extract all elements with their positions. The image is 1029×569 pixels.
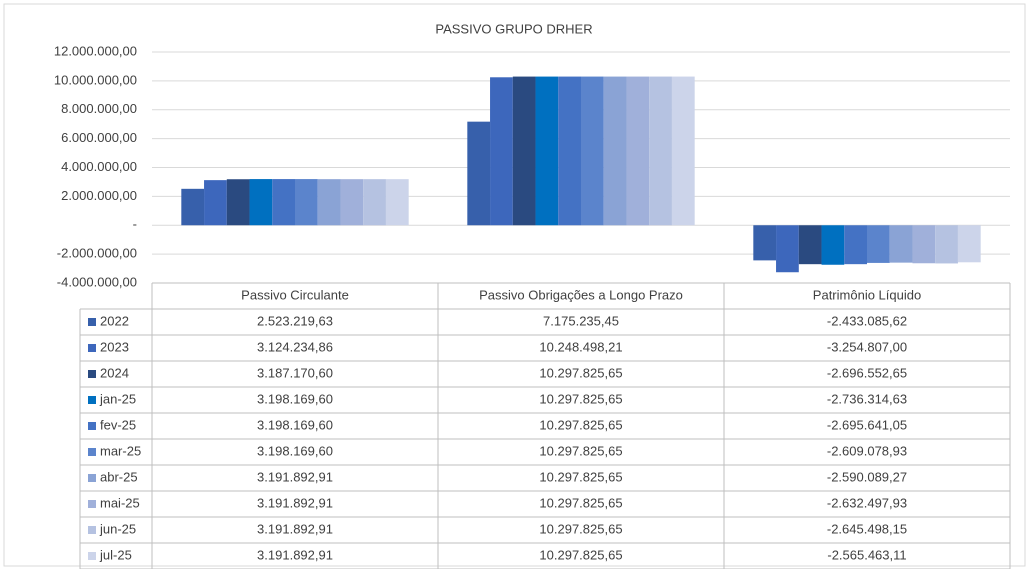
legend-label: abr-25 <box>100 469 138 484</box>
table-value: -2.696.552,65 <box>827 365 907 380</box>
legend-label: 2022 <box>100 313 129 328</box>
bar <box>467 121 491 226</box>
bar <box>626 76 650 226</box>
legend-swatch <box>88 318 96 326</box>
table-value: 3.191.892,91 <box>257 495 333 510</box>
table-value: 3.191.892,91 <box>257 521 333 536</box>
bar <box>912 225 936 264</box>
legend-label: jan-25 <box>99 391 136 406</box>
table-value: 10.297.825,65 <box>539 521 622 536</box>
bar <box>558 76 581 226</box>
bar <box>204 180 227 226</box>
table-value: -2.433.085,62 <box>827 313 907 328</box>
table-value: -2.590.089,27 <box>827 469 907 484</box>
legend-label: 2024 <box>100 365 129 380</box>
y-tick-label: 2.000.000,00 <box>61 188 137 203</box>
table-value: 10.297.825,65 <box>539 391 622 406</box>
legend-swatch <box>88 474 96 482</box>
bar <box>512 76 536 226</box>
legend-swatch <box>88 448 96 456</box>
legend-swatch <box>88 396 96 404</box>
table-value: 10.297.825,65 <box>539 495 622 510</box>
bar <box>889 225 913 263</box>
legend-swatch <box>88 370 96 378</box>
bar <box>867 225 890 263</box>
y-tick-label: -2.000.000,00 <box>57 246 137 261</box>
bar <box>776 225 799 273</box>
table-value: 3.198.169,60 <box>257 443 333 458</box>
bar <box>249 179 273 226</box>
table-value: -2.609.078,93 <box>827 443 907 458</box>
bar <box>798 225 822 265</box>
legend-label: 2023 <box>100 339 129 354</box>
table-value: 10.297.825,65 <box>539 469 622 484</box>
bar <box>226 179 250 226</box>
table-value: 10.297.825,65 <box>539 443 622 458</box>
bar <box>181 188 205 226</box>
table-value: 3.124.234,86 <box>257 339 333 354</box>
legend-swatch <box>88 500 96 508</box>
table-value: -2.695.641,05 <box>827 417 907 432</box>
category-label: Patrimônio Líquido <box>813 287 921 302</box>
bar <box>821 225 845 265</box>
legend-swatch <box>88 344 96 352</box>
bar <box>272 179 295 226</box>
bar <box>935 225 958 264</box>
y-tick-label: 8.000.000,00 <box>61 101 137 116</box>
table-value: -2.736.314,63 <box>827 391 907 406</box>
legend-label: jul-25 <box>99 547 132 562</box>
legend-label: fev-25 <box>100 417 136 432</box>
table-value: 7.175.235,45 <box>543 313 619 328</box>
table-value: -3.254.807,00 <box>827 339 907 354</box>
table-value: 3.187.170,60 <box>257 365 333 380</box>
table-value: -2.632.497,93 <box>827 495 907 510</box>
table-value: 2.523.219,63 <box>257 313 333 328</box>
category-label: Passivo Circulante <box>241 287 349 302</box>
y-tick-label: 10.000.000,00 <box>54 72 137 87</box>
table-value: 3.198.169,60 <box>257 391 333 406</box>
bar <box>603 76 627 226</box>
y-tick-label: -4.000.000,00 <box>57 274 137 289</box>
legend-label: mar-25 <box>100 443 141 458</box>
legend-swatch <box>88 552 96 560</box>
y-tick-label: 12.000.000,00 <box>54 43 137 58</box>
bar <box>490 77 513 226</box>
bar <box>340 179 364 226</box>
bar <box>671 76 695 226</box>
y-tick-label: 6.000.000,00 <box>61 130 137 145</box>
bar <box>649 76 672 226</box>
table-value: 3.198.169,60 <box>257 417 333 432</box>
bar <box>385 179 409 226</box>
category-label: Passivo Obrigações a Longo Prazo <box>479 287 683 302</box>
legend-swatch <box>88 526 96 534</box>
bar <box>957 225 981 263</box>
legend-label: mai-25 <box>100 495 140 510</box>
table-value: 3.191.892,91 <box>257 469 333 484</box>
table-value: -2.565.463,11 <box>827 547 906 562</box>
table-value: 10.297.825,65 <box>539 547 622 562</box>
y-tick-label: - <box>133 217 137 232</box>
bar <box>317 179 341 226</box>
table-value: 10.297.825,65 <box>539 365 622 380</box>
bar <box>535 76 559 226</box>
legend-label: jun-25 <box>99 521 136 536</box>
table-value: 10.248.498,21 <box>539 339 622 354</box>
bar <box>753 225 777 261</box>
table-value: -2.645.498,15 <box>827 521 907 536</box>
bar <box>363 179 386 226</box>
table-value: 10.297.825,65 <box>539 417 622 432</box>
bar <box>295 179 318 226</box>
table-value: 3.191.892,91 <box>257 547 333 562</box>
bar <box>581 76 604 226</box>
chart-title: PASSIVO GRUPO DRHER <box>435 21 592 36</box>
bar <box>844 225 867 265</box>
legend-swatch <box>88 422 96 430</box>
y-tick-label: 4.000.000,00 <box>61 159 137 174</box>
